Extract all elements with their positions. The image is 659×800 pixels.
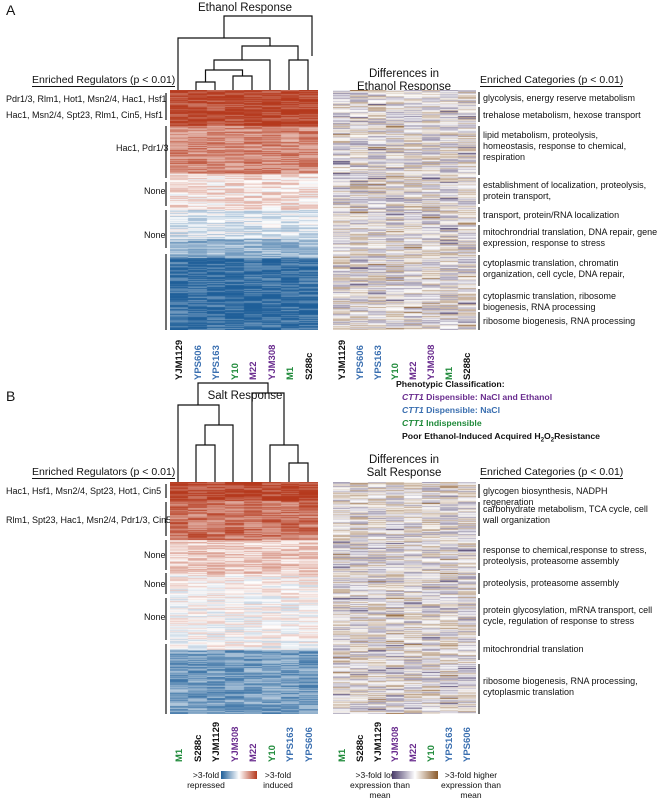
panel-b-right-strain-m22: M22 [408,743,420,762]
panel-a-dendrogram [177,15,313,92]
panel-a-label: A [6,2,16,18]
panel-b-right-strain-m1: M1 [337,748,348,762]
panel-a-regulator-5: None [144,230,166,240]
panel-a-category-6: mitochrondrial translation, DNA repair, … [483,227,658,248]
panel-b-left-strain-yps606: YPS606 [303,727,315,762]
panel-b-regulator-2: Rlm1, Spt23, Hac1, Msn2/4, Pdr1/3, Cin5 [6,515,172,525]
panel-a-category-8: cytoplasmic translation, ribosome biogen… [483,291,617,312]
legend-right-high: >3-fold higher expression than mean [440,770,501,800]
panel-a-differences-heatmap [333,90,476,330]
panel-b-category-2: carbohydrate metabolism, TCA cycle, cell… [483,504,648,525]
panel-a-regulator-3: Hac1, Pdr1/3 [116,143,169,153]
panel-a-category-2: trehalose metabolism, hexose transport [483,110,641,120]
panel-b-left-strain-y10: Y10 [266,745,278,762]
panel-a-regulator-2: Hac1, Msn2/4, Spt23, Rlm1, Cin5, Hsf1 [6,110,164,120]
panel-a-category-5: transport, protein/RNA localization [483,210,620,220]
panel-a-regulators-header: Enriched Regulators (p < 0.01) [32,74,176,87]
legend-left-high: >3-fold induced [263,770,293,790]
panel-a-categories-header: Enriched Categories (p < 0.01) [480,74,624,87]
panel-b-regulator-3: None [144,550,166,560]
panel-b-response-heatmap [170,482,318,714]
pheno-nacl: CTT1 Dispensible: NaCl [402,405,500,415]
panel-b-regulators-header: Enriched Regulators (p < 0.01) [32,466,176,479]
panel-a-category-9: ribosome biogenesis, RNA processing [483,316,636,326]
dendro-b-root [197,382,269,405]
pheno-poor-ethanol: Poor Ethanol-Induced Acquired H2O2Resist… [402,431,601,444]
panel-b-right-strain-s288c: S288c [354,734,366,762]
panel-b-category-5: protein glycosylation, mRNA transport, c… [483,605,653,626]
legend-left-low: >3-fold repressed [187,770,225,790]
panel-b-left-strain-yjm308: YJM308 [229,726,241,762]
panel-b-left-strain-m1: M1 [174,748,185,762]
legend-left-colorbar [221,771,257,779]
panel-b-category-6: mitochrondrial translation [483,644,584,654]
panel-a-category-1: glycolysis, energy reserve metabolism [483,93,636,103]
legend-right-low: >3-fold lower expression than mean [350,770,411,800]
panel-a-regulator-1: Pdr1/3, Rlm1, Hot1, Msn2/4, Hac1, Hsf1 [6,94,167,104]
panel-b-right-strain-yjm308: YJM308 [390,726,402,762]
panel-b-regulator-1: Hac1, Hsf1, Msn2/4, Spt23, Hot1, Cin5 [6,486,162,496]
panel-b-left-strain-m22: M22 [248,743,259,762]
panel-b-left-strain-yjm1129: YJM1129 [211,721,222,762]
panel-a-category-3: lipid metabolism, proteolysis, homeostas… [483,130,627,162]
pheno-indispensable: CTT1 Indispensible [402,418,482,428]
pheno-nacl-ethanol: CTT1 Dispensible: NaCl and Ethanol [402,392,553,402]
panel-b-label: B [6,388,16,404]
panel-b-regulator-4: None [144,579,166,589]
pheno-header: Phenotypic Classification: [396,379,505,389]
panel-b-category-4: proteolysis, proteasome assembly [483,578,620,588]
legend-right-colorbar [392,771,438,779]
panel-b-right-strain-y10: Y10 [426,745,437,762]
panel-b-left-strain-yps163: YPS163 [285,727,296,762]
panel-b-category-7: ribosome biogenesis, RNA processing, cyt… [483,676,638,697]
panel-a-title: Ethanol Response [198,2,292,14]
dendro-a-root [223,15,313,56]
panel-b-differences-heatmap [333,482,476,714]
panel-b-differences-title: Differences in Salt Response [366,454,442,479]
panel-b-category-3: response to chemical,response to stress,… [483,545,647,566]
panel-a-regulator-4: None [144,186,166,196]
panel-b-dendrogram [177,382,309,485]
panel-b-right-strain-yjm1129: YJM1129 [372,721,384,762]
panel-a-response-heatmap [170,90,318,330]
panel-b-right-strain-yps606: YPS606 [461,727,473,762]
dendro-a-branch-3 [204,69,244,82]
panel-a-category-4: establishment of localization, proteolys… [483,180,647,201]
panel-a-cluster-brackets [165,92,480,330]
panel-b-category-1: glycogen biosynthesis, NADPH regeneratio… [483,486,608,507]
panel-b-right-strain-yps163: YPS163 [443,727,455,762]
panel-b-left-strain-s288c: S288c [192,734,204,762]
phenotypic-classification: Phenotypic Classification: CTT1 Dispensi… [396,378,600,448]
panel-b-regulator-5: None [144,612,166,622]
panel-b-categories-header: Enriched Categories (p < 0.01) [480,466,624,479]
panel-a-category-7: cytoplasmic translation, chromatin organ… [483,258,625,279]
